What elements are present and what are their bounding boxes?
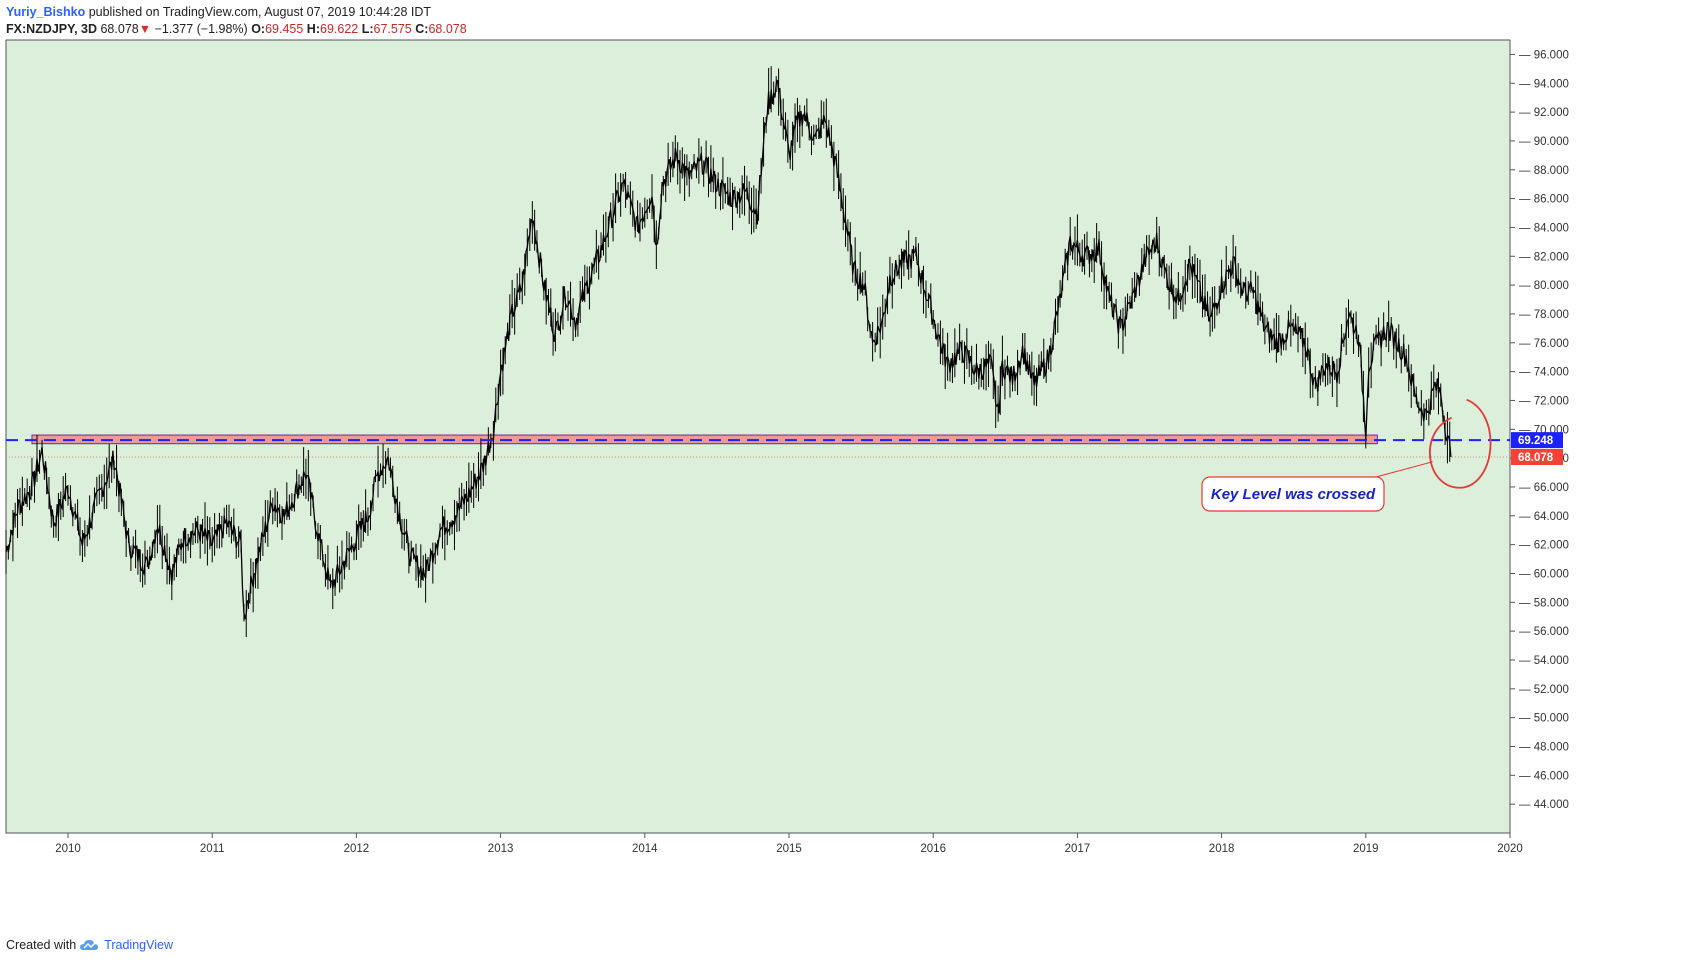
- x-tick-label: 2016: [920, 843, 946, 855]
- callout-pointer: [1375, 461, 1433, 478]
- x-tick-label: 2010: [55, 843, 81, 855]
- y-tick-label: — 90.000: [1519, 136, 1569, 148]
- current-price-tag: [1511, 449, 1563, 466]
- published-text: published on TradingView.com, August 07,…: [88, 5, 432, 19]
- chart-header: Yuriy_Bishko published on TradingView.co…: [6, 4, 467, 38]
- x-tick-label: 2019: [1353, 843, 1379, 855]
- y-tick-label: — 60.000: [1519, 568, 1569, 580]
- x-tick-label: 2020: [1497, 843, 1523, 855]
- x-tick-label: 2012: [344, 843, 370, 855]
- y-tick-label: — 62.000: [1519, 540, 1569, 552]
- key-level-tag: [1511, 432, 1563, 449]
- y-tick-label: — 80.000: [1519, 280, 1569, 292]
- tradingview-brand[interactable]: TradingView: [104, 938, 173, 952]
- y-tick-label: — 44.000: [1519, 799, 1569, 811]
- y-tick-label: — 82.000: [1519, 251, 1569, 263]
- y-tick-label: — 54.000: [1519, 655, 1569, 667]
- down-arrow-icon: ▼: [138, 22, 152, 36]
- x-tick-label: 2013: [488, 843, 514, 855]
- y-tick-label: — 84.000: [1519, 222, 1569, 234]
- current-price-tag-text: 68.078: [1518, 452, 1554, 464]
- created-with-text: Created with: [6, 938, 77, 952]
- open-value: 69.455: [265, 22, 304, 36]
- y-tick-label: — 56.000: [1519, 626, 1569, 638]
- y-tick-label: — 50.000: [1519, 713, 1569, 725]
- y-tick-label: — 52.000: [1519, 684, 1569, 696]
- author-link[interactable]: Yuriy_Bishko: [6, 5, 86, 19]
- y-tick-label: — 96.000: [1519, 49, 1569, 61]
- close-value: 68.078: [428, 22, 467, 36]
- x-tick-label: 2014: [632, 843, 658, 855]
- price-tags: 69.248 68.078: [1511, 432, 1563, 466]
- y-tick-label: — 66.000: [1519, 482, 1569, 494]
- publish-info: Yuriy_Bishko published on TradingView.co…: [6, 4, 467, 21]
- y-tick-label: — 76.000: [1519, 338, 1569, 350]
- y-tick-label: — 58.000: [1519, 597, 1569, 609]
- callout-text: Key Level was crossed: [1211, 486, 1376, 503]
- callout-box[interactable]: [1201, 476, 1385, 512]
- x-tick-label: 2011: [200, 843, 225, 855]
- high-value: 69.622: [320, 22, 359, 36]
- y-axis-ticks: — 44.000 — 46.000 — 48.000 — 50.000 — 52.000…: [1509, 40, 1569, 833]
- ohlc-legend: FX:NZDJPY, 3D 68.078▼ −1.377 (−1.98%) O:…: [6, 21, 467, 38]
- tradingview-cloud-icon: [80, 940, 99, 950]
- y-tick-label: — 94.000: [1519, 78, 1569, 90]
- open-label: O:: [251, 22, 266, 36]
- y-tick-label: — 86.000: [1519, 194, 1569, 206]
- x-tick-label: 2018: [1209, 843, 1235, 855]
- x-axis-ticks: 2010 2011 2012 2013 2014 2015 2016 2017 2018 2019…: [55, 833, 1523, 855]
- y-tick-label: — 46.000: [1519, 770, 1569, 782]
- y-tick-label: — 92.000: [1519, 107, 1569, 119]
- close-label: C:: [415, 22, 429, 36]
- footer: Created with TradingView: [6, 938, 173, 952]
- last-price: 68.078: [100, 22, 139, 36]
- price-change: −1.377 (−1.98%): [154, 22, 248, 36]
- y-tick-label: — 72.000: [1519, 395, 1569, 407]
- low-label: L:: [361, 22, 374, 36]
- y-tick-label: — 64.000: [1519, 511, 1569, 523]
- y-tick-label: — 48.000: [1519, 741, 1569, 753]
- y-tick-label: — 74.000: [1519, 367, 1569, 379]
- high-label: H:: [306, 22, 320, 36]
- y-tick-label: — 88.000: [1519, 165, 1569, 177]
- highlight-circle[interactable]: [1428, 398, 1492, 489]
- low-value: 67.575: [373, 22, 412, 36]
- y-tick-label: — 78.000: [1519, 309, 1569, 321]
- x-tick-label: 2017: [1065, 843, 1091, 855]
- x-tick-label: 2015: [776, 843, 802, 855]
- symbol-label[interactable]: FX:NZDJPY, 3D: [6, 22, 97, 36]
- key-level-tag-text: 69.248: [1518, 435, 1554, 447]
- price-series: [5, 66, 1452, 638]
